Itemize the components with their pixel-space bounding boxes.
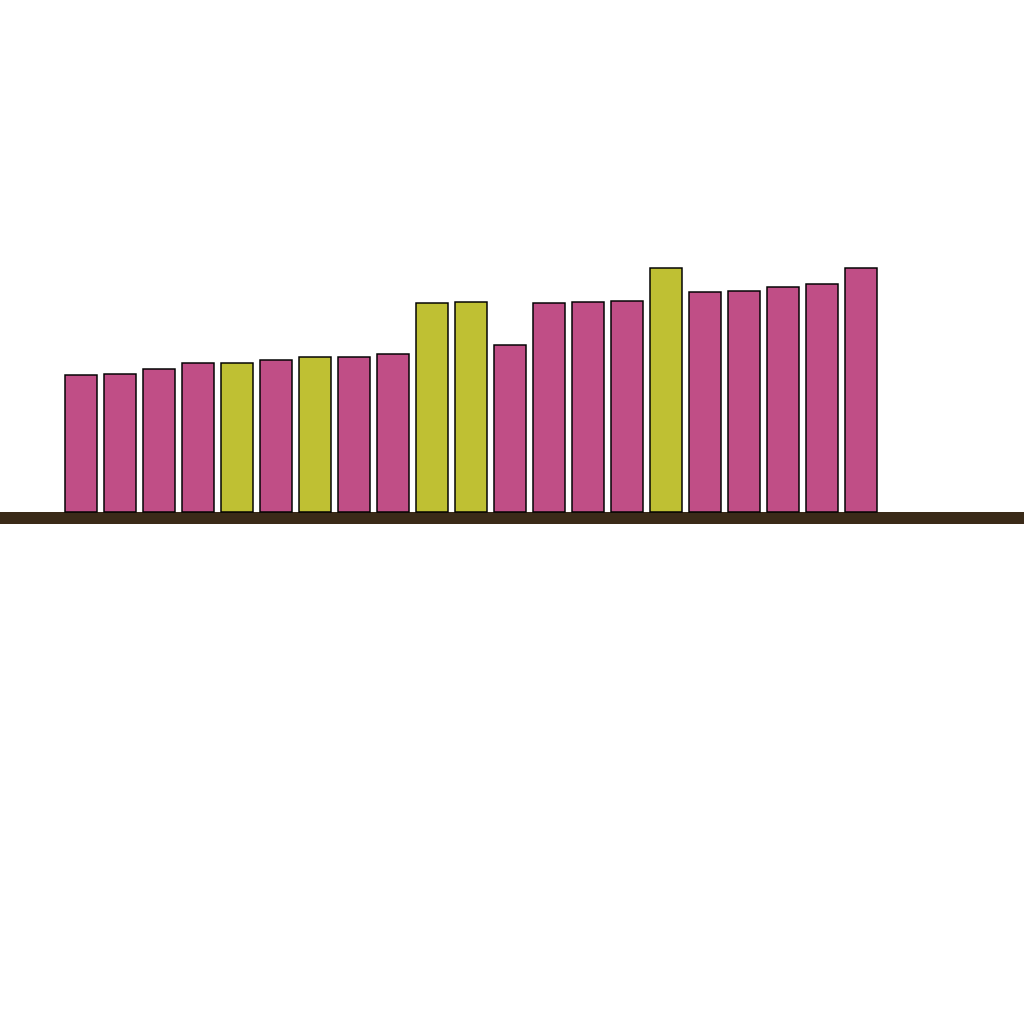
- bar: [142, 368, 176, 513]
- bar: [298, 356, 332, 513]
- ground: [0, 512, 1024, 524]
- bar: [844, 267, 878, 513]
- bar: [727, 290, 761, 513]
- bar: [64, 374, 98, 513]
- bar: [532, 302, 566, 513]
- bar: [610, 300, 644, 513]
- bar: [337, 356, 371, 513]
- bar: [103, 373, 137, 513]
- bar: [181, 362, 215, 513]
- bar: [415, 302, 449, 513]
- bar: [454, 301, 488, 513]
- bar: [805, 283, 839, 513]
- bar: [259, 359, 293, 513]
- bar: [220, 362, 254, 513]
- bar: [493, 344, 527, 513]
- bar: [649, 267, 683, 513]
- bar: [571, 301, 605, 513]
- bar: [688, 291, 722, 513]
- bar: [376, 353, 410, 513]
- bar: [766, 286, 800, 513]
